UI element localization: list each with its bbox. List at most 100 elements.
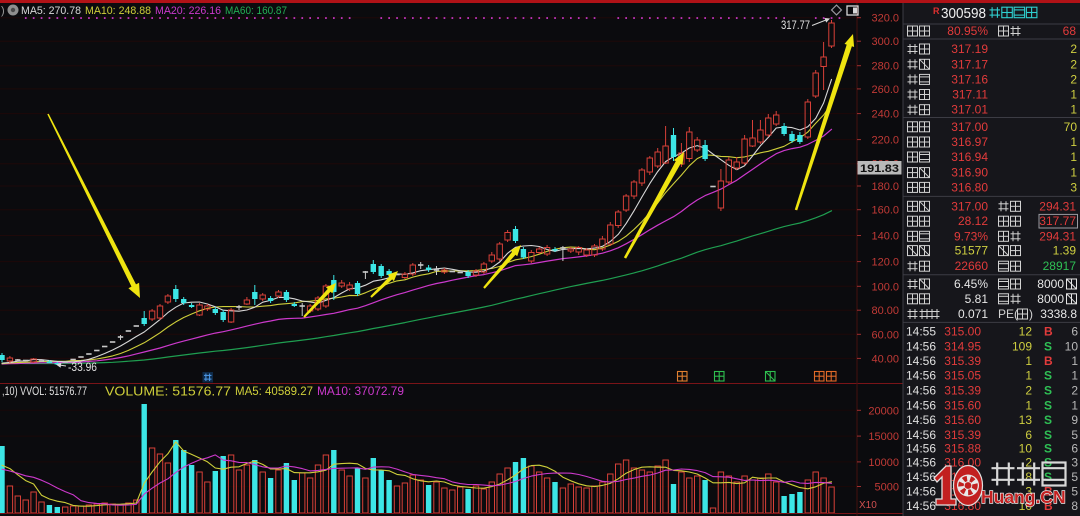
svg-text:51577: 51577 (955, 244, 989, 258)
svg-text:60.00: 60.00 (871, 329, 899, 341)
svg-text:68: 68 (1063, 24, 1077, 38)
svg-text:MA10: 37072.79: MA10: 37072.79 (317, 386, 404, 398)
svg-text:14:56: 14:56 (906, 384, 936, 398)
svg-text:191.83: 191.83 (860, 163, 899, 175)
svg-text:315.00: 315.00 (944, 324, 981, 338)
svg-text:S: S (1044, 428, 1052, 442)
svg-text:PE(: PE( (998, 307, 1018, 321)
svg-text:317.00: 317.00 (951, 199, 988, 213)
svg-text:10000: 10000 (868, 457, 899, 469)
svg-text:12: 12 (1019, 324, 1033, 338)
svg-text:294.31: 294.31 (1039, 229, 1076, 243)
svg-text:14:56: 14:56 (906, 413, 936, 427)
svg-text:5: 5 (1071, 485, 1078, 499)
svg-text:1: 1 (1070, 150, 1077, 164)
svg-text:3: 3 (1025, 485, 1032, 499)
svg-text:10: 10 (1019, 441, 1033, 455)
svg-text:6: 6 (1025, 428, 1032, 442)
svg-text:14:56: 14:56 (906, 354, 936, 368)
svg-text:14:56: 14:56 (906, 456, 936, 470)
svg-text:S: S (1044, 369, 1052, 383)
svg-text:22660: 22660 (955, 259, 989, 273)
svg-text:1: 1 (1070, 166, 1077, 180)
svg-text:13: 13 (1019, 413, 1033, 427)
svg-text:315.88: 315.88 (944, 441, 981, 455)
svg-text:316.94: 316.94 (951, 150, 988, 164)
svg-text:S: S (1044, 384, 1052, 398)
svg-text:14:56: 14:56 (906, 485, 936, 499)
svg-text:6.45%: 6.45% (954, 277, 988, 291)
svg-text:109: 109 (1012, 339, 1032, 353)
svg-text:140.0: 140.0 (871, 231, 899, 243)
svg-text:315.39: 315.39 (944, 354, 981, 368)
svg-text:315.39: 315.39 (944, 384, 981, 398)
svg-text:6: 6 (1071, 441, 1078, 455)
svg-text:315.39: 315.39 (944, 428, 981, 442)
svg-text:1: 1 (1025, 369, 1032, 383)
svg-text:15000: 15000 (868, 431, 899, 443)
svg-text:40.00: 40.00 (871, 353, 899, 365)
svg-text:,10) VVOL: 51576.77: ,10) VVOL: 51576.77 (2, 386, 87, 398)
svg-text:14:56: 14:56 (906, 441, 936, 455)
svg-text:B: B (1044, 324, 1053, 338)
svg-text:5000: 5000 (875, 482, 899, 494)
svg-text:MA20: 226.16: MA20: 226.16 (155, 5, 221, 17)
svg-text:80.00: 80.00 (871, 305, 899, 317)
svg-text:317.77: 317.77 (781, 20, 810, 32)
svg-text:10: 10 (1019, 499, 1033, 513)
svg-text:315.05: 315.05 (944, 369, 981, 383)
svg-text:80.95%: 80.95% (947, 24, 988, 38)
svg-text:S: S (1044, 470, 1052, 484)
svg-text:220.0: 220.0 (871, 135, 899, 147)
svg-text:316.80: 316.80 (951, 180, 988, 194)
svg-text:317.16: 317.16 (951, 72, 988, 86)
svg-text:5: 5 (1071, 428, 1078, 442)
svg-text:315.60: 315.60 (944, 413, 981, 427)
svg-text:2: 2 (1070, 72, 1077, 86)
svg-text:317.00: 317.00 (951, 120, 988, 134)
svg-text:317.11: 317.11 (952, 88, 988, 102)
svg-text:S: S (1044, 399, 1052, 413)
svg-text:B: B (1044, 354, 1053, 368)
svg-text:9.73%: 9.73% (954, 229, 988, 243)
svg-text:180.0: 180.0 (871, 181, 899, 193)
svg-text:VOLUME: 51576.77: VOLUME: 51576.77 (105, 385, 231, 399)
svg-text:2: 2 (1025, 384, 1032, 398)
svg-text:8000: 8000 (1037, 292, 1064, 306)
svg-text:2: 2 (1070, 42, 1077, 56)
svg-text:120.0: 120.0 (871, 257, 899, 269)
svg-text:2: 2 (1071, 384, 1078, 398)
svg-text:240.0: 240.0 (871, 109, 899, 121)
svg-text:3: 3 (1070, 180, 1077, 194)
svg-text:1: 1 (1070, 135, 1077, 149)
svg-text:-33.96: -33.96 (68, 362, 97, 374)
svg-text:1: 1 (1071, 399, 1078, 413)
svg-text:5.81: 5.81 (965, 292, 989, 306)
svg-text:1: 1 (1070, 88, 1077, 102)
svg-text:1: 1 (1071, 369, 1078, 383)
svg-text:3338.8: 3338.8 (1040, 307, 1077, 321)
svg-text:314.95: 314.95 (944, 339, 981, 353)
svg-text:1: 1 (1070, 103, 1077, 117)
svg-text:14:56: 14:56 (906, 428, 936, 442)
svg-text:MA60: 160.87: MA60: 160.87 (225, 5, 287, 17)
svg-text:B: B (1044, 499, 1053, 513)
svg-text:S: S (1044, 441, 1052, 455)
svg-text:MA5: 40589.27: MA5: 40589.27 (235, 386, 313, 398)
svg-text:9: 9 (1071, 413, 1078, 427)
svg-text:100.0: 100.0 (871, 281, 899, 293)
svg-text:1: 1 (1025, 399, 1032, 413)
svg-text:70: 70 (1064, 120, 1078, 134)
svg-text:160.0: 160.0 (871, 205, 899, 217)
svg-text:S: S (1044, 339, 1052, 353)
svg-text:8: 8 (1071, 499, 1078, 513)
svg-text:5: 5 (1071, 470, 1078, 484)
svg-text:317.19: 317.19 (951, 42, 988, 56)
svg-text:3: 3 (1071, 456, 1078, 470)
svg-text:8000: 8000 (1037, 277, 1064, 291)
svg-text:MA5: 270.78: MA5: 270.78 (21, 5, 81, 17)
svg-text:X10: X10 (859, 500, 877, 511)
svg-text:294.31: 294.31 (1039, 199, 1076, 213)
svg-text:317.77: 317.77 (1039, 214, 1076, 228)
svg-text:14:56: 14:56 (906, 470, 936, 484)
